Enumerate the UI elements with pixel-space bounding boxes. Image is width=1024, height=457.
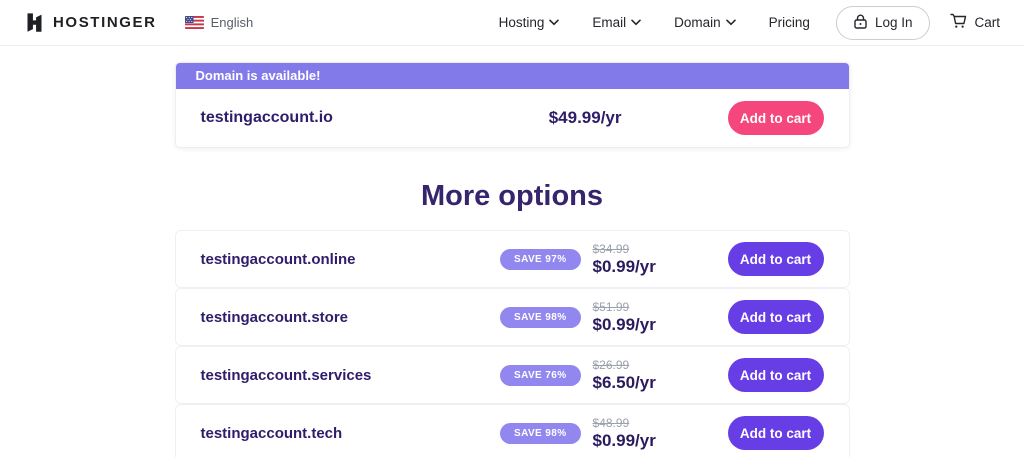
- more-options-title: More options: [420, 180, 604, 212]
- us-flag-icon: [184, 16, 204, 29]
- brand-name: HOSTINGER: [53, 14, 157, 31]
- domain-option-row: testingaccount.tech SAVE 98% $48.99 $0.9…: [174, 404, 850, 457]
- nav-links: Hosting Email Domain Pricing: [499, 15, 810, 30]
- nav-email-label: Email: [592, 15, 627, 30]
- login-button[interactable]: Log In: [835, 5, 931, 40]
- domain-option-row: testingaccount.online SAVE 97% $34.99 $0…: [174, 230, 850, 288]
- price-column: $34.99 $0.99/yr: [593, 242, 728, 277]
- chevron-down-icon: [725, 19, 736, 26]
- domain-price: $49.99/yr: [548, 108, 622, 127]
- add-to-cart-button[interactable]: Add to cart: [727, 358, 824, 392]
- main-content: Domain is available! testingaccount.io $…: [174, 62, 850, 457]
- nav-item-email[interactable]: Email: [592, 15, 641, 30]
- nav-item-hosting[interactable]: Hosting: [499, 15, 560, 30]
- cart-icon: [950, 13, 967, 32]
- current-price: $0.99/yr: [592, 430, 656, 450]
- available-domain-row: testingaccount.io $49.99/yr Add to cart: [176, 89, 849, 147]
- cart-label: Cart: [974, 15, 1000, 30]
- old-price: $26.99: [592, 357, 630, 372]
- nav-domain-label: Domain: [674, 15, 721, 30]
- add-to-cart-button[interactable]: Add to cart: [727, 101, 824, 135]
- save-badge: SAVE 76%: [500, 364, 581, 386]
- more-options-list: testingaccount.online SAVE 97% $34.99 $0…: [174, 230, 850, 457]
- language-selector[interactable]: English: [184, 15, 254, 30]
- add-to-cart-button[interactable]: Add to cart: [727, 300, 824, 334]
- old-price: $48.99: [592, 415, 630, 430]
- current-price: $0.99/yr: [592, 314, 656, 334]
- price-column: $48.99 $0.99/yr: [593, 416, 728, 451]
- save-badge: SAVE 98%: [500, 422, 581, 444]
- top-navigation-bar: HOSTINGER English Hosting: [0, 0, 1024, 46]
- nav-item-domain[interactable]: Domain: [674, 15, 736, 30]
- cart-link[interactable]: Cart: [950, 13, 1000, 32]
- domain-name: testingaccount.services: [200, 366, 372, 384]
- price-column: $51.99 $0.99/yr: [593, 300, 728, 335]
- chevron-down-icon: [549, 19, 560, 26]
- price-column: $26.99 $6.50/yr: [593, 358, 728, 393]
- domain-option-row: testingaccount.services SAVE 76% $26.99 …: [174, 346, 850, 404]
- domain-name: testingaccount.store: [200, 308, 349, 326]
- domain-option-row: testingaccount.store SAVE 98% $51.99 $0.…: [174, 288, 850, 346]
- add-to-cart-button[interactable]: Add to cart: [727, 242, 824, 276]
- lock-icon: [854, 14, 867, 32]
- hostinger-h-icon: [24, 12, 45, 33]
- add-to-cart-button[interactable]: Add to cart: [727, 416, 824, 450]
- domain-name: testingaccount.online: [200, 250, 356, 268]
- domain-name: testingaccount.tech: [200, 424, 343, 442]
- login-label: Log In: [874, 15, 913, 30]
- domain-name: testingaccount.io: [200, 109, 333, 126]
- old-price: $51.99: [592, 299, 630, 314]
- language-label: English: [210, 15, 254, 30]
- nav-hosting-label: Hosting: [498, 15, 545, 30]
- hostinger-logo[interactable]: HOSTINGER: [24, 12, 157, 33]
- save-badge: SAVE 97%: [500, 248, 581, 270]
- nav-item-pricing[interactable]: Pricing: [769, 15, 810, 30]
- current-price: $6.50/yr: [592, 372, 656, 392]
- availability-banner: Domain is available!: [175, 63, 849, 89]
- nav-pricing-label: Pricing: [768, 15, 810, 30]
- save-badge: SAVE 98%: [500, 306, 581, 328]
- available-domain-card: Domain is available! testingaccount.io $…: [174, 62, 850, 148]
- chevron-down-icon: [631, 19, 641, 26]
- old-price: $34.99: [592, 241, 630, 256]
- current-price: $0.99/yr: [592, 256, 656, 276]
